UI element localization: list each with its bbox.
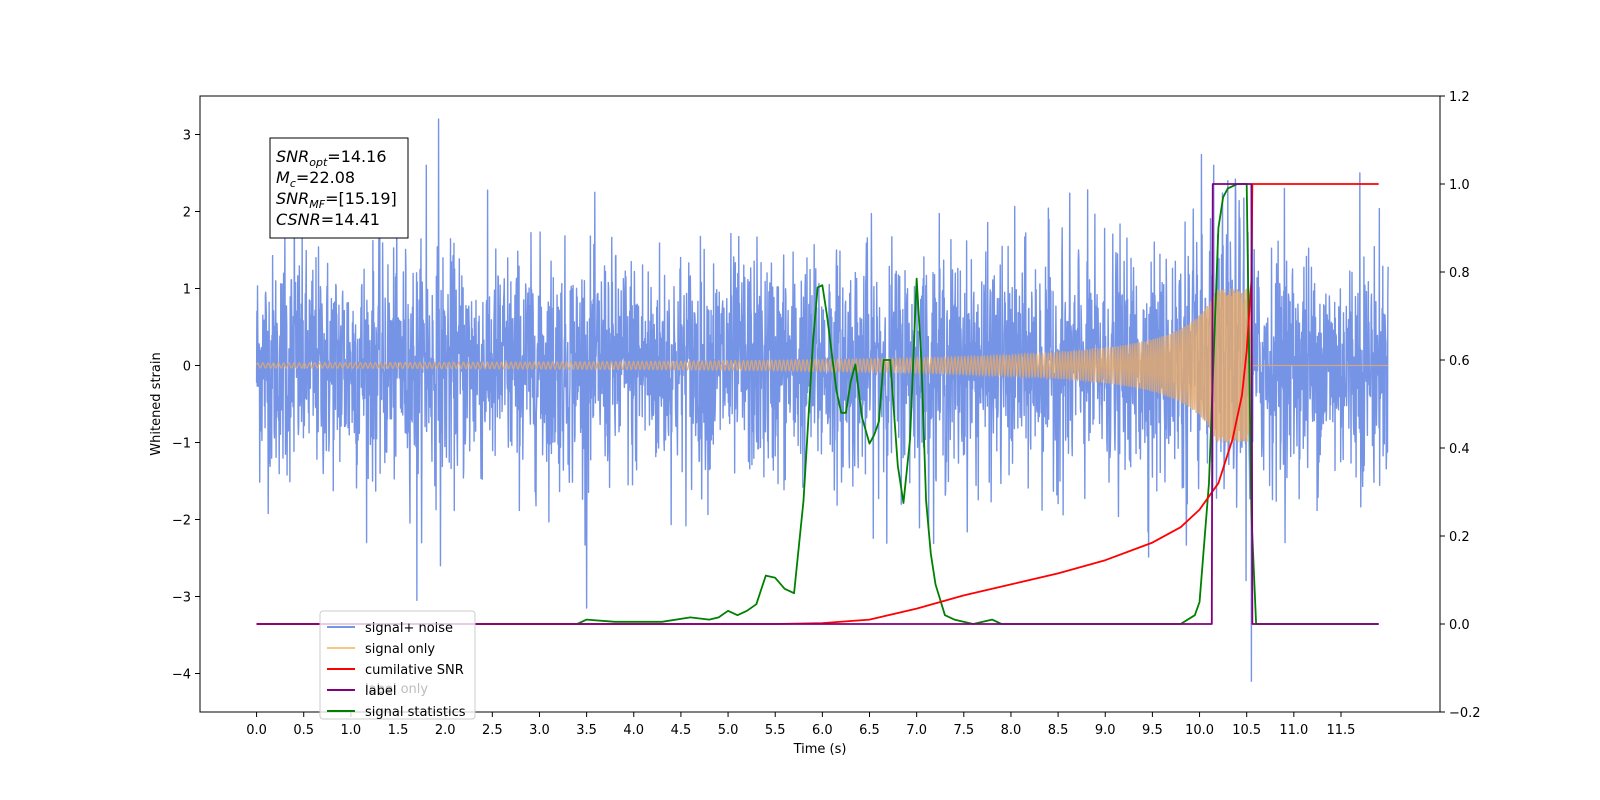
x-tick-label: 7.0 bbox=[906, 723, 927, 738]
y-axis-right: 1.2 1.0 0.8 0.6 0.4 0.2 0.0 −0.2 bbox=[1440, 90, 1481, 721]
y-left-tick-label: −1 bbox=[172, 437, 191, 452]
y-left-tick-label: 1 bbox=[183, 283, 191, 298]
legend-frame bbox=[319, 610, 476, 720]
annotation-symbol: CSNR bbox=[276, 210, 321, 229]
y-right-tick-label: 0.8 bbox=[1449, 266, 1470, 281]
annotation-line: CSNR=14.41 bbox=[276, 210, 380, 229]
y-left-tick-label: 3 bbox=[183, 129, 191, 144]
legend: label only signal+ noise signal only cumila… bbox=[319, 610, 476, 720]
y-right-tick-label: 0.0 bbox=[1449, 618, 1470, 633]
y-left-tick-label: 2 bbox=[183, 206, 191, 221]
y-left-tick-label: −3 bbox=[172, 591, 191, 606]
legend-label: label bbox=[365, 684, 396, 699]
x-tick-label: 6.0 bbox=[812, 723, 833, 738]
annotation-symbol: SNR bbox=[276, 189, 309, 208]
x-tick-label: 8.0 bbox=[1001, 723, 1022, 738]
legend-label: signal only bbox=[365, 642, 435, 657]
x-tick-label: 5.0 bbox=[718, 723, 739, 738]
x-tick-label: 7.5 bbox=[953, 723, 974, 738]
x-tick-label: 4.0 bbox=[623, 723, 644, 738]
annotation-value: =14.16 bbox=[327, 147, 386, 166]
annotation-symbol: M bbox=[276, 168, 290, 187]
y-axis-left: 3 2 1 0 −1 −2 −3 −4 bbox=[172, 129, 200, 683]
series-signal-statistics bbox=[256, 183, 1379, 625]
annotation-value: =14.41 bbox=[321, 210, 380, 229]
x-tick-label: 2.0 bbox=[435, 723, 456, 738]
annotation-subscript: c bbox=[290, 177, 296, 190]
y-right-tick-label: 0.2 bbox=[1449, 530, 1470, 545]
plot-frame bbox=[199, 95, 1441, 713]
x-axis: 0.0 0.5 1.0 1.5 2.0 2.5 3.0 3.5 4.0 4.5 5.0 5.5 6.0 6… bbox=[246, 712, 1355, 738]
annotation-box: SNRopt=14.16Mc=22.08SNRMF=[15.19]CSNR=14… bbox=[269, 137, 409, 239]
x-tick-label: 9.5 bbox=[1142, 723, 1163, 738]
annotation-line: SNRopt=14.16 bbox=[276, 147, 387, 169]
x-axis-label: Time (s) bbox=[793, 742, 847, 757]
annotation-value: =22.08 bbox=[296, 168, 355, 187]
x-tick-label: 10.5 bbox=[1232, 723, 1261, 738]
y-left-tick-label: 0 bbox=[183, 360, 191, 375]
x-tick-label: 1.5 bbox=[388, 723, 409, 738]
x-tick-label: 3.5 bbox=[576, 723, 597, 738]
annotation-symbol: SNR bbox=[276, 147, 309, 166]
x-tick-label: 11.5 bbox=[1327, 723, 1356, 738]
series-layer bbox=[255, 118, 1389, 682]
x-tick-label: 6.5 bbox=[859, 723, 880, 738]
x-tick-label: 1.0 bbox=[341, 723, 362, 738]
y-right-tick-label: 0.6 bbox=[1449, 354, 1470, 369]
y-left-tick-label: −2 bbox=[172, 514, 191, 529]
x-tick-label: 0.0 bbox=[246, 723, 267, 738]
series-signal-only bbox=[255, 288, 1389, 443]
x-tick-label: 3.0 bbox=[529, 723, 550, 738]
y-left-tick-label: −4 bbox=[172, 668, 191, 683]
annotation-subscript: MF bbox=[309, 198, 325, 211]
y-right-tick-label: 1.0 bbox=[1449, 178, 1470, 193]
legend-label: signal statistics bbox=[365, 705, 466, 720]
annotation-value: =[15.19] bbox=[325, 189, 397, 208]
x-tick-label: 11.0 bbox=[1279, 723, 1308, 738]
annotation-line: SNRMF=[15.19] bbox=[276, 189, 397, 211]
y-axis-left-label: Whitened strain bbox=[149, 352, 164, 455]
y-right-tick-label: 0.4 bbox=[1449, 442, 1470, 457]
legend-label: signal+ noise bbox=[365, 621, 453, 636]
x-tick-label: 8.5 bbox=[1048, 723, 1069, 738]
legend-label: cumilative SNR bbox=[365, 663, 464, 678]
y-right-tick-label: 1.2 bbox=[1449, 90, 1470, 105]
x-tick-label: 9.0 bbox=[1095, 723, 1116, 738]
x-tick-label: 0.5 bbox=[293, 723, 314, 738]
x-tick-label: 10.0 bbox=[1185, 723, 1214, 738]
legend-overlapped-text: label only bbox=[365, 682, 428, 697]
annotation-frame bbox=[269, 137, 409, 239]
series-label bbox=[256, 183, 1379, 625]
x-tick-label: 4.5 bbox=[671, 723, 692, 738]
annotation-line: Mc=22.08 bbox=[276, 168, 355, 190]
x-tick-label: 5.5 bbox=[765, 723, 786, 738]
x-tick-label: 2.5 bbox=[482, 723, 503, 738]
y-right-tick-label: −0.2 bbox=[1449, 706, 1481, 721]
annotation-subscript: opt bbox=[309, 156, 328, 169]
